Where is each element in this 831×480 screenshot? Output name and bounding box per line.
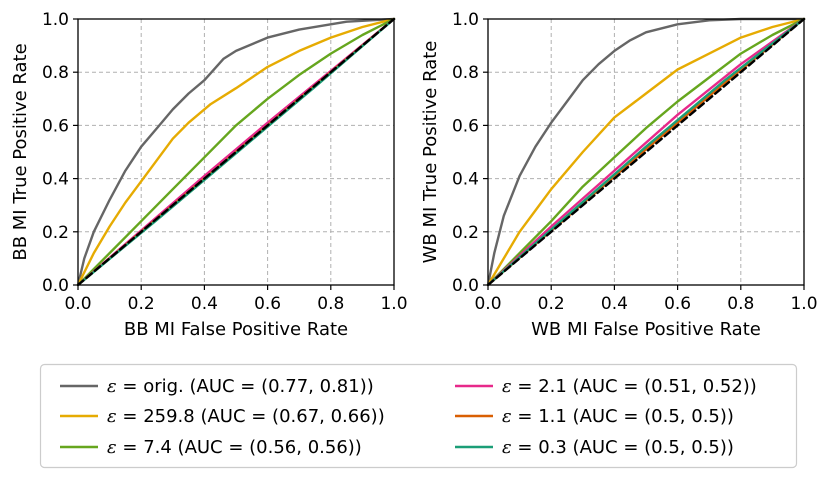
x-tick-label: 0.6 — [664, 294, 691, 314]
legend-label-259-8: ε = 259.8 (AUC = (0.67, 0.66)) — [107, 406, 385, 427]
y-tick-label: 0.0 — [452, 276, 479, 296]
legend-epsilon-symbol: ε — [502, 437, 512, 458]
series-line-7-4 — [486, 17, 806, 287]
legend-epsilon-symbol: ε — [502, 376, 512, 397]
series-line-chance — [486, 17, 806, 287]
x-axis-label: BB MI False Positive Rate — [124, 319, 348, 340]
legend-label-text: = 1.1 (AUC = (0.5, 0.5)) — [512, 406, 734, 427]
x-tick-label: 0.8 — [727, 294, 754, 314]
legend-label-text: = 0.3 (AUC = (0.5, 0.5)) — [512, 437, 734, 458]
y-tick-label: 0.6 — [42, 116, 69, 136]
bb-roc-chart: 0.0 0.2 0.4 0.6 0.8 1.0 0.0 0.2 0.4 0.6 0.8 1.0 BB M… — [10, 10, 408, 340]
legend-epsilon-symbol: ε — [502, 406, 512, 427]
x-tick-label: 0.2 — [538, 294, 565, 314]
y-tick-label: 0.8 — [452, 63, 479, 83]
series-line-259-8 — [486, 17, 806, 287]
legend-label-text: = orig. (AUC = (0.77, 0.81)) — [117, 376, 374, 397]
legend-epsilon-symbol: ε — [107, 437, 117, 458]
y-axis-label: BB MI True Positive Rate — [10, 43, 31, 260]
x-tick-label: 0.0 — [64, 294, 91, 314]
plot-frame — [77, 18, 395, 286]
y-tick-label: 0.6 — [452, 116, 479, 136]
legend-label-text: = 259.8 (AUC = (0.67, 0.66)) — [117, 406, 385, 427]
series-line-2-1 — [486, 17, 806, 287]
legend-label-0-3: ε = 0.3 (AUC = (0.5, 0.5)) — [502, 437, 734, 458]
wb-roc-chart: 0.0 0.2 0.4 0.6 0.8 1.0 0.0 0.2 0.4 0.6 0.8 1.0 WB M… — [420, 10, 818, 340]
x-tick-label: 0.0 — [474, 294, 501, 314]
x-tick-label: 0.4 — [601, 294, 628, 314]
x-tick-label: 0.4 — [191, 294, 218, 314]
series-line-chance — [76, 17, 396, 287]
legend-label-1-1: ε = 1.1 (AUC = (0.5, 0.5)) — [502, 406, 734, 427]
legend-epsilon-symbol: ε — [107, 376, 117, 397]
legend-label-text: = 7.4 (AUC = (0.56, 0.56)) — [117, 437, 362, 458]
y-tick-label: 0.2 — [452, 223, 479, 243]
y-tick-label: 0.2 — [42, 223, 69, 243]
series-line-259-8 — [76, 17, 396, 287]
plot-frame — [487, 18, 805, 286]
series-line-0-3 — [486, 17, 806, 287]
series-line-7-4 — [76, 17, 396, 287]
legend-label-orig: ε = orig. (AUC = (0.77, 0.81)) — [107, 376, 374, 397]
x-axis-label: WB MI False Positive Rate — [531, 319, 761, 340]
y-tick-label: 0.4 — [452, 170, 479, 190]
x-tick-label: 0.2 — [128, 294, 155, 314]
x-tick-label: 1.0 — [790, 294, 817, 314]
x-tick-label: 1.0 — [380, 294, 407, 314]
y-tick-label: 1.0 — [452, 10, 479, 30]
x-tick-label: 0.8 — [317, 294, 344, 314]
y-tick-label: 0.0 — [42, 276, 69, 296]
legend-box — [39, 363, 798, 469]
x-tick-label: 0.6 — [254, 294, 281, 314]
series-line-orig — [486, 17, 806, 287]
y-tick-label: 1.0 — [42, 10, 69, 30]
legend-label-text: = 2.1 (AUC = (0.51, 0.52)) — [512, 376, 757, 397]
y-tick-label: 0.4 — [42, 170, 69, 190]
y-tick-label: 0.8 — [42, 63, 69, 83]
series-line-orig — [76, 17, 396, 287]
y-axis-label: WB MI True Positive Rate — [420, 41, 441, 264]
legend: ε = orig. (AUC = (0.77, 0.81))ε = 259.8 … — [39, 363, 798, 469]
legend-label-7-4: ε = 7.4 (AUC = (0.56, 0.56)) — [107, 437, 362, 458]
legend-epsilon-symbol: ε — [107, 406, 117, 427]
legend-label-2-1: ε = 2.1 (AUC = (0.51, 0.52)) — [502, 376, 757, 397]
